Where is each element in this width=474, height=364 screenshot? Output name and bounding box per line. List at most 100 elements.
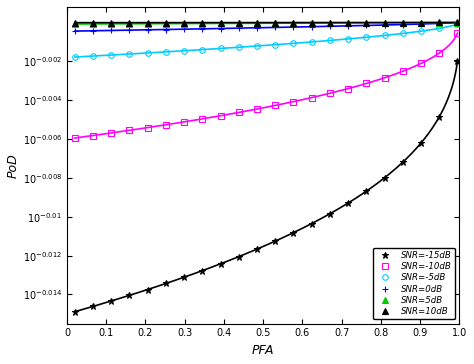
SNR=10dB [254,20,260,25]
SNR=0dB [382,23,387,27]
SNR=-15dB [327,211,333,216]
SNR=5dB [327,21,333,25]
SNR=0dB [327,24,333,28]
SNR=-15dB [90,304,96,309]
SNR=-5dB [109,53,114,57]
SNR=-10dB [364,81,369,86]
SNR=-10dB [309,95,315,100]
SNR=0dB [218,26,223,31]
SNR=-10dB [418,61,424,66]
SNR=-15dB [218,262,223,266]
SNR=10dB [182,20,187,25]
SNR=-10dB [327,91,333,95]
SNR=-15dB [309,221,315,226]
SNR=5dB [163,21,169,26]
SNR=0dB [309,24,315,29]
SNR=5dB [418,20,424,25]
SNR=-10dB [236,110,242,115]
SNR=10dB [145,20,151,25]
SNR=-5dB [327,38,333,43]
SNR=-10dB [254,107,260,111]
Line: SNR=-15dB: SNR=-15dB [72,58,461,315]
SNR=0dB [145,28,151,32]
SNR=-10dB [400,69,406,74]
SNR=0dB [273,25,278,29]
SNR=0dB [163,27,169,32]
SNR=-10dB [163,123,169,127]
SNR=5dB [382,21,387,25]
SNR=-15dB [254,247,260,251]
SNR=10dB [218,20,223,25]
SNR=-15dB [163,281,169,286]
SNR=0dB [72,29,78,33]
SNR=-10dB [382,76,387,80]
SNR=-15dB [455,59,460,64]
SNR=5dB [273,21,278,25]
SNR=10dB [90,20,96,25]
SNR=-5dB [72,55,78,59]
SNR=-10dB [182,120,187,124]
SNR=-10dB [109,131,114,135]
SNR=5dB [309,21,315,25]
Legend: SNR=-15dB, SNR=-10dB, SNR=-5dB, SNR=0dB, SNR=5dB, SNR=10dB: SNR=-15dB, SNR=-10dB, SNR=-5dB, SNR=0dB,… [374,248,455,319]
SNR=10dB [364,20,369,25]
SNR=-5dB [163,50,169,54]
SNR=-10dB [127,128,132,132]
SNR=-5dB [437,26,442,31]
Line: SNR=5dB: SNR=5dB [72,20,460,27]
SNR=5dB [291,21,296,25]
SNR=5dB [72,22,78,26]
SNR=5dB [182,21,187,26]
SNR=-10dB [145,126,151,130]
SNR=10dB [236,20,242,25]
SNR=-5dB [200,47,205,52]
SNR=-5dB [364,35,369,39]
SNR=-15dB [145,287,151,292]
SNR=0dB [437,21,442,25]
SNR=10dB [309,20,315,25]
SNR=0dB [418,22,424,26]
SNR=-15dB [382,175,387,180]
SNR=-15dB [236,254,242,259]
SNR=10dB [400,20,406,25]
SNR=-10dB [437,51,442,55]
SNR=-10dB [218,114,223,118]
SNR=10dB [163,20,169,25]
SNR=0dB [200,27,205,31]
Line: SNR=10dB: SNR=10dB [72,19,461,26]
SNR=-5dB [182,48,187,53]
SNR=0dB [90,29,96,33]
SNR=5dB [236,21,242,25]
SNR=5dB [109,22,114,26]
SNR=0dB [109,28,114,33]
SNR=-10dB [273,103,278,108]
SNR=0dB [236,26,242,30]
SNR=-10dB [72,136,78,140]
SNR=-5dB [145,51,151,55]
Line: SNR=0dB: SNR=0dB [72,19,461,35]
SNR=-15dB [182,275,187,279]
SNR=-15dB [200,269,205,273]
SNR=10dB [418,20,424,25]
SNR=-15dB [345,201,351,205]
X-axis label: PFA: PFA [252,344,274,357]
SNR=0dB [345,24,351,28]
SNR=-5dB [236,45,242,50]
SNR=0dB [291,25,296,29]
SNR=10dB [291,20,296,25]
SNR=-5dB [400,31,406,36]
SNR=0dB [400,22,406,27]
SNR=10dB [72,20,78,25]
SNR=-5dB [345,37,351,41]
SNR=0dB [127,28,132,32]
SNR=-5dB [127,52,132,56]
SNR=10dB [455,20,460,25]
SNR=-5dB [309,40,315,44]
SNR=-5dB [90,54,96,58]
SNR=10dB [127,20,132,25]
Line: SNR=-5dB: SNR=-5dB [72,21,460,60]
SNR=10dB [327,20,333,25]
SNR=5dB [218,21,223,26]
SNR=-15dB [273,239,278,243]
SNR=5dB [200,21,205,26]
